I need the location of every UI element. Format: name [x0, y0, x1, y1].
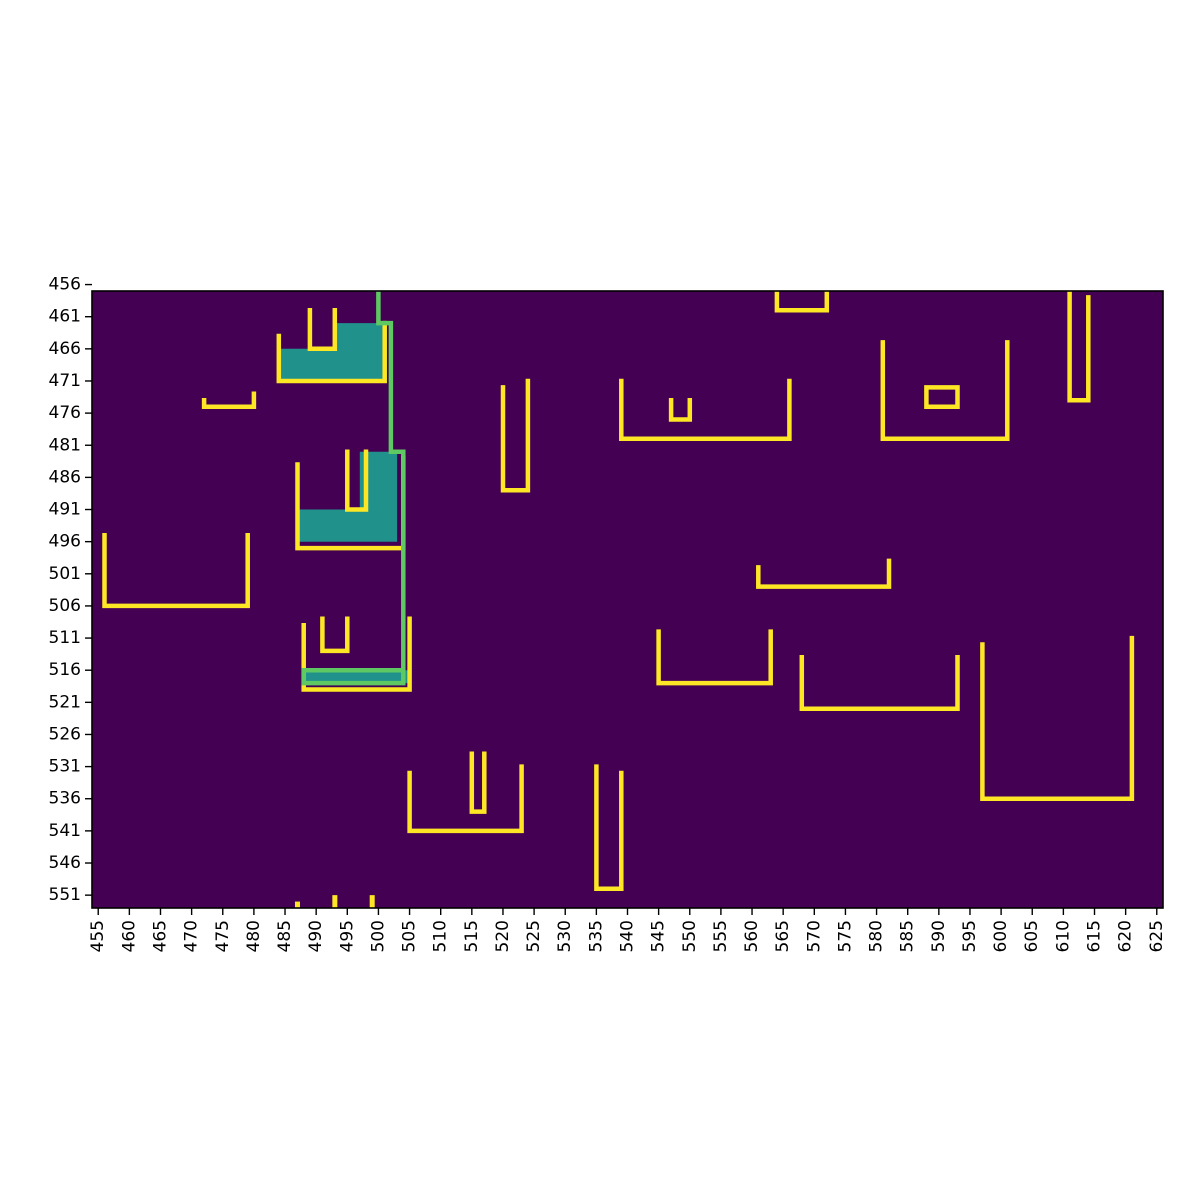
filled-region-1	[278, 323, 385, 381]
y-tick-label: 501	[49, 564, 81, 584]
x-tick-label: 480	[244, 920, 264, 952]
x-tick-label: 535	[586, 920, 606, 952]
x-tick-label: 510	[431, 920, 451, 952]
x-tick-label: 460	[119, 920, 139, 952]
x-axis: 455 460 465 470 475 480 485 490 495 500 505 510 515 5…	[88, 908, 1167, 952]
y-tick-label: 481	[49, 435, 81, 455]
y-tick-label: 521	[49, 692, 81, 712]
outline-path-3	[201, 391, 257, 409]
y-tick-label: 466	[49, 339, 81, 359]
x-tick-label: 475	[213, 920, 233, 952]
x-tick-label: 560	[742, 920, 762, 952]
x-tick-label: 520	[493, 920, 513, 952]
x-tick-label: 605	[1022, 920, 1042, 952]
x-tick-label: 515	[462, 920, 482, 952]
x-tick-label: 540	[618, 920, 638, 952]
filled-region-3	[303, 670, 410, 684]
outline-dot-1	[294, 901, 300, 908]
outline-path-13	[880, 340, 1010, 442]
y-tick-label: 461	[49, 307, 81, 327]
x-tick-label: 500	[368, 920, 388, 952]
outline-path-18	[799, 655, 960, 712]
x-tick-label: 495	[337, 920, 357, 952]
y-axis: 456 461 466 471 476 481 486 491 496 501 506 511 516 5…	[49, 275, 92, 905]
outline-path-6	[102, 532, 250, 609]
outline-path-7	[301, 616, 412, 692]
outline-path-21	[469, 751, 487, 814]
plot-background	[92, 291, 1163, 908]
x-tick-label: 545	[649, 920, 669, 952]
outline-path-11	[668, 398, 693, 422]
outline-path-8	[320, 616, 350, 654]
outline-path-20	[407, 764, 524, 834]
outline-path-9	[500, 378, 531, 493]
x-tick-label: 590	[929, 920, 949, 952]
outline-path-12	[774, 291, 830, 313]
outline-path-16	[756, 558, 892, 589]
y-tick-label: 496	[49, 532, 81, 552]
outline-path-14	[924, 385, 960, 409]
outline-dot-3	[369, 895, 375, 908]
x-tick-label: 555	[711, 920, 731, 952]
x-tick-label: 585	[898, 920, 918, 952]
x-tick-label: 465	[150, 920, 170, 952]
outline-path-22	[594, 764, 624, 891]
x-tick-label: 470	[182, 920, 202, 952]
y-tick-label: 516	[49, 660, 81, 680]
x-tick-label: 615	[1085, 920, 1105, 952]
x-tick-label: 620	[1116, 920, 1136, 952]
x-tick-label: 490	[306, 920, 326, 952]
x-tick-label: 575	[835, 920, 855, 952]
x-tick-label: 610	[1053, 920, 1073, 952]
heatmap-marks	[102, 291, 1135, 908]
y-tick-label: 546	[49, 853, 81, 873]
y-tick-label: 541	[49, 821, 81, 841]
y-tick-label: 456	[49, 275, 81, 295]
x-tick-label: 595	[960, 920, 980, 952]
x-tick-label: 600	[991, 920, 1011, 952]
x-tick-label: 570	[804, 920, 824, 952]
y-tick-label: 551	[49, 885, 81, 905]
x-tick-label: 625	[1147, 920, 1167, 952]
x-tick-label: 455	[88, 920, 108, 952]
outline-path-1	[276, 320, 387, 384]
filled-region-2	[297, 451, 398, 542]
path-line	[301, 291, 406, 686]
y-tick-label: 486	[49, 467, 81, 487]
y-tick-label: 471	[49, 371, 81, 391]
outline-path-10	[619, 378, 792, 442]
x-tick-label: 580	[867, 920, 887, 952]
outline-path-2	[307, 308, 338, 352]
x-tick-label: 525	[524, 920, 544, 952]
outline-path-5	[345, 449, 369, 512]
outline-path-17	[656, 629, 773, 686]
x-tick-label: 565	[773, 920, 793, 952]
y-tick-label: 526	[49, 724, 81, 744]
y-tick-label: 536	[49, 789, 81, 809]
y-tick-label: 491	[49, 500, 81, 520]
y-tick-label: 476	[49, 403, 81, 423]
x-tick-label: 530	[555, 920, 575, 952]
outline-path-15	[1067, 291, 1091, 403]
outline-dot-2	[332, 895, 338, 908]
x-tick-label: 485	[275, 920, 295, 952]
outline-path-19	[980, 635, 1135, 801]
x-tick-label: 550	[680, 920, 700, 952]
y-tick-label: 506	[49, 596, 81, 616]
y-tick-label: 511	[49, 628, 81, 648]
y-tick-label: 531	[49, 757, 81, 777]
x-tick-label: 505	[400, 920, 420, 952]
